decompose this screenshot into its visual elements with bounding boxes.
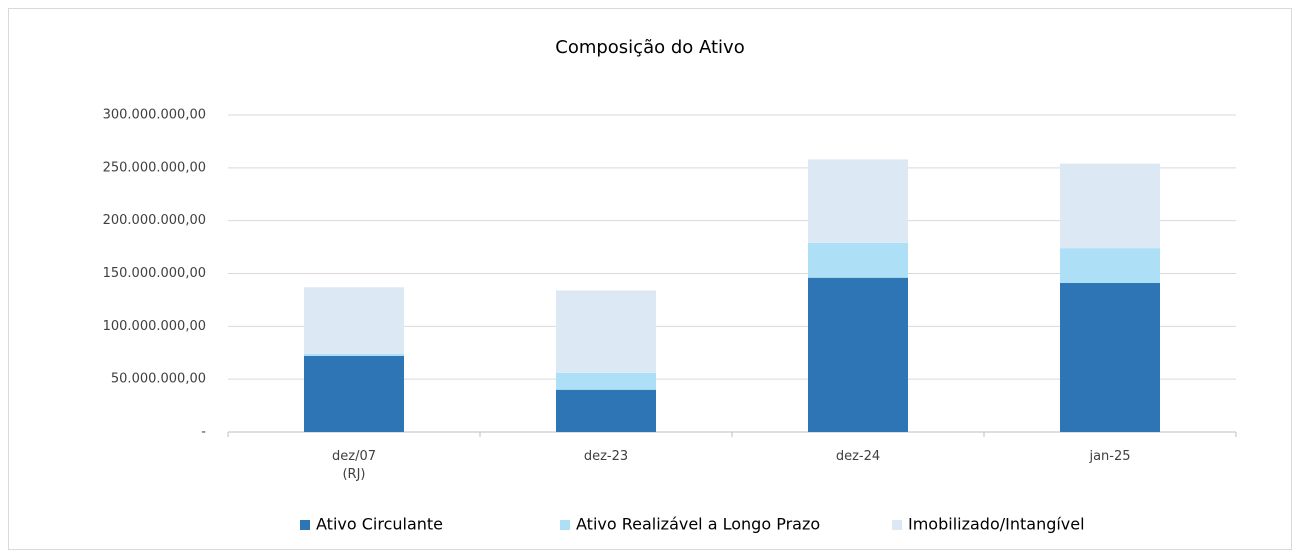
bar-segment <box>556 372 656 390</box>
legend-swatch <box>560 520 570 530</box>
bar-segment <box>1060 283 1160 432</box>
bar-segment <box>808 277 908 432</box>
legend-label: Imobilizado/Intangível <box>908 515 1085 534</box>
x-tick-label: dez-23 <box>583 449 629 464</box>
chart-title: Composição do Ativo <box>555 37 744 58</box>
y-tick-label: 100.000.000,00 <box>103 319 206 334</box>
legend-swatch <box>300 520 310 530</box>
bar-segment <box>556 389 656 432</box>
bar-segment <box>304 287 404 354</box>
x-tick-label: jan-25 <box>1089 449 1131 464</box>
y-tick-label: 150.000.000,00 <box>103 266 206 281</box>
y-tick-label: - <box>201 425 206 440</box>
bar-segment <box>808 242 908 278</box>
bar-segment <box>1060 248 1160 284</box>
legend-label: Ativo Circulante <box>316 515 443 534</box>
legend-label: Ativo Realizável a Longo Prazo <box>576 515 820 534</box>
y-tick-label: 300.000.000,00 <box>103 108 206 123</box>
x-tick-label: dez/07 (RJ) <box>332 449 376 482</box>
legend-swatch <box>892 520 902 530</box>
y-tick-label: 250.000.000,00 <box>103 160 206 175</box>
bar-segment <box>1060 163 1160 249</box>
bar-segment <box>304 353 404 356</box>
bar-segment <box>304 355 404 432</box>
bar-segment <box>808 159 908 243</box>
x-tick-label: dez-24 <box>835 449 881 464</box>
bar-segment <box>556 290 656 373</box>
y-tick-label: 200.000.000,00 <box>103 213 206 228</box>
y-tick-label: 50.000.000,00 <box>111 372 206 387</box>
